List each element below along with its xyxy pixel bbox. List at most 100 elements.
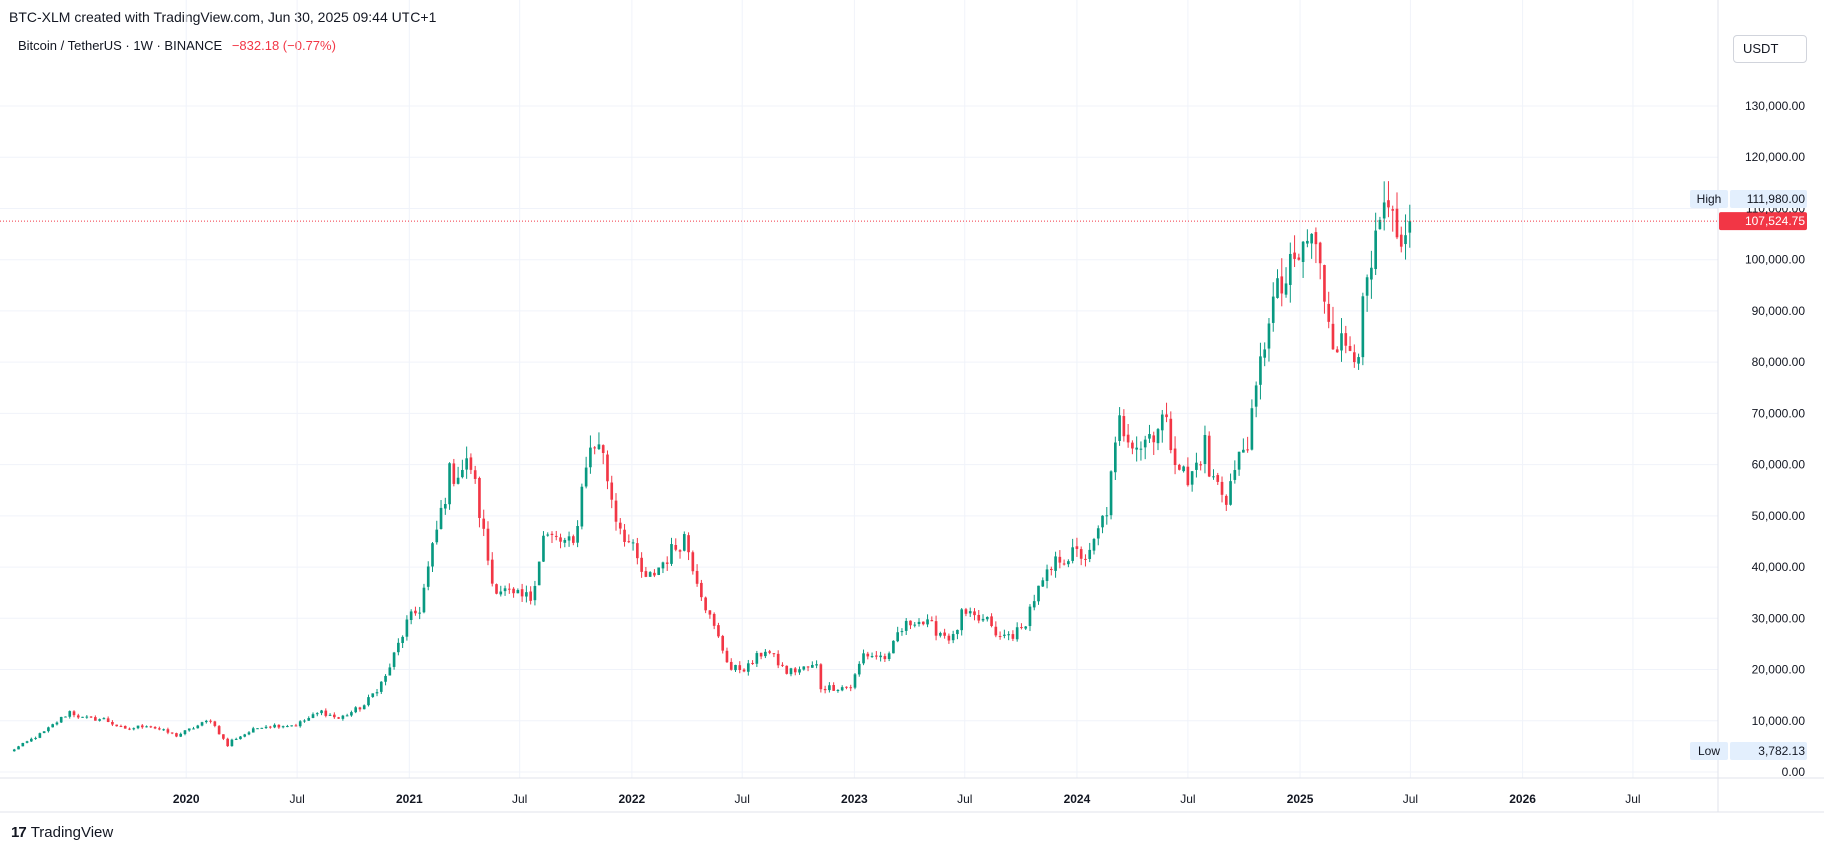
candle-up	[328, 714, 332, 716]
candle-down	[1327, 303, 1331, 322]
tradingview-logo[interactable]: 17 TradingView	[11, 824, 113, 841]
candle-down	[94, 717, 97, 721]
candle-up	[589, 447, 592, 468]
candle-down	[708, 610, 712, 615]
candle-up	[597, 444, 601, 450]
candle-down	[123, 725, 127, 729]
price-tick-label: 120,000.00	[1745, 150, 1805, 164]
candle-down	[665, 562, 669, 564]
price-tick-label: 40,000.00	[1752, 560, 1806, 574]
candle-down	[115, 724, 119, 727]
time-tick-label: 2026	[1509, 792, 1536, 806]
candle-up	[1114, 442, 1117, 473]
price-tick-label: 60,000.00	[1752, 458, 1806, 472]
candle-up	[443, 504, 447, 509]
price-tick-label: 90,000.00	[1752, 304, 1806, 318]
candle-down	[636, 543, 639, 559]
candle-up	[939, 633, 942, 636]
candle-up	[1340, 333, 1343, 351]
candle-up	[1067, 561, 1070, 565]
candle-up	[1301, 241, 1305, 263]
candle-down	[849, 687, 853, 689]
candle-down	[1331, 323, 1335, 350]
price-tick-label: 80,000.00	[1752, 355, 1806, 369]
candle-up	[204, 720, 208, 723]
candle-down	[512, 588, 515, 594]
candle-up	[542, 535, 545, 562]
price-tick-label: 50,000.00	[1752, 509, 1806, 523]
candle-up	[42, 731, 46, 734]
candle-down	[674, 545, 678, 550]
candle-up	[584, 467, 588, 487]
candle-down	[934, 621, 938, 636]
candle-down	[1169, 418, 1173, 451]
candle-up	[38, 733, 42, 738]
price-tick-label: 130,000.00	[1745, 99, 1805, 113]
time-tick-label: Jul	[289, 792, 304, 806]
candle-up	[811, 664, 814, 668]
candle-down	[324, 710, 328, 716]
symbol-legend[interactable]: Bitcoin / TetherUS · 1W · BINANCE −832.1…	[18, 38, 336, 53]
candle-up	[755, 653, 759, 664]
symbol-line: Bitcoin / TetherUS · 1W · BINANCE	[18, 38, 223, 53]
candle-up	[1378, 219, 1382, 230]
candle-up	[1135, 447, 1138, 450]
candle-down	[909, 620, 912, 626]
candle-down	[725, 650, 729, 663]
candle-up	[857, 663, 861, 675]
candle-up	[904, 620, 908, 631]
candle-up	[375, 692, 379, 694]
candle-up	[516, 590, 520, 594]
candle-down	[1131, 442, 1134, 449]
candle-down	[704, 597, 707, 611]
candle-up	[12, 749, 16, 752]
time-axis[interactable]: 2020 Jul 2021 Jul 2022 Jul 2023 Jul 2024 Jul 2025 J…	[173, 792, 1641, 806]
candle-down	[1220, 481, 1224, 495]
candle-up	[247, 732, 251, 735]
tradingview-brand: TradingView	[30, 824, 114, 841]
candle-up	[956, 629, 959, 635]
candle-down	[1297, 257, 1301, 260]
candle-up	[1203, 434, 1207, 465]
candle-up	[1233, 470, 1237, 480]
candle-down	[158, 728, 161, 730]
candle-up	[409, 611, 413, 620]
candle-up	[525, 592, 528, 597]
candle-up	[418, 612, 422, 614]
candle-up	[746, 663, 750, 672]
candle-up	[661, 562, 665, 569]
candle-down	[1079, 549, 1083, 559]
candle-up	[298, 721, 302, 727]
candle-down	[678, 550, 682, 552]
candle-up	[870, 656, 874, 658]
candle-up	[1096, 528, 1100, 539]
price-tick-label: 30,000.00	[1752, 611, 1806, 625]
candle-down	[175, 733, 178, 737]
candle-down	[490, 559, 494, 584]
candle-up	[764, 651, 767, 657]
low-marker-tag-bg	[1690, 742, 1728, 760]
candle-down	[1323, 265, 1326, 302]
candle-up	[68, 711, 72, 717]
candle-up	[59, 716, 63, 723]
candle-down	[1314, 232, 1318, 245]
candle-up	[371, 693, 375, 697]
candle-up	[840, 687, 844, 691]
candle-up	[187, 728, 191, 731]
candle-down	[128, 728, 131, 730]
currency-button[interactable]: USDT	[1733, 35, 1807, 63]
candle-up	[388, 667, 392, 676]
candle-up	[183, 730, 187, 735]
time-tick-label: Jul	[735, 792, 750, 806]
candle-down	[964, 609, 968, 614]
candle-down	[170, 732, 174, 734]
candle-down	[333, 714, 336, 718]
candle-up	[968, 611, 972, 614]
candle-up	[1118, 415, 1121, 441]
candle-down	[930, 620, 934, 622]
candle-up	[815, 664, 818, 666]
candle-up	[1045, 569, 1049, 581]
candle-up	[85, 716, 89, 718]
candle-up	[25, 741, 29, 743]
